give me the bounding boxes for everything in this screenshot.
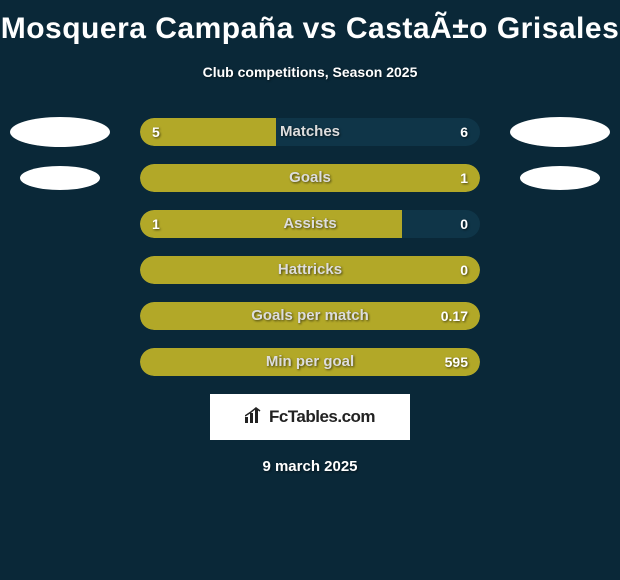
- stat-row: Matches5 6: [0, 118, 620, 146]
- stat-label: Hattricks: [140, 256, 480, 284]
- stats-container: Matches56Goals1Assists10Hattricks0Goals …: [0, 118, 620, 376]
- stat-row: Goals1: [0, 164, 620, 192]
- stat-row: Goals per match0.17: [0, 302, 620, 330]
- stat-value-right: 0: [460, 210, 468, 238]
- page-title: Mosquera Campaña vs CastaÃ±o Grisales: [0, 0, 620, 46]
- stat-label: Goals: [140, 164, 480, 192]
- logo-text: FcTables.com: [269, 407, 375, 427]
- stat-value-right: 1: [460, 164, 468, 192]
- player-oval-left: [10, 117, 110, 147]
- player-oval-right: [520, 166, 600, 190]
- date-text: 9 march 2025: [0, 458, 620, 475]
- stat-label: Goals per match: [140, 302, 480, 330]
- stat-value-right: 6: [460, 118, 468, 146]
- stat-value-right: 595: [445, 348, 468, 376]
- stat-label: Matches: [140, 118, 480, 146]
- player-oval-left: [20, 166, 100, 190]
- stat-row: Min per goal595: [0, 348, 620, 376]
- stat-value-right: 0.17: [441, 302, 468, 330]
- logo-box: FcTables.com: [210, 394, 410, 440]
- stat-value-right: 0: [460, 256, 468, 284]
- chart-icon: [245, 407, 265, 428]
- player-oval-right: [510, 117, 610, 147]
- stat-value-left: 5: [152, 118, 160, 146]
- stat-row: Assists1 0: [0, 210, 620, 238]
- stat-row: Hattricks0: [0, 256, 620, 284]
- stat-label: Assists: [140, 210, 480, 238]
- stat-value-left: 1: [152, 210, 160, 238]
- page-subtitle: Club competitions, Season 2025: [0, 64, 620, 80]
- stat-label: Min per goal: [140, 348, 480, 376]
